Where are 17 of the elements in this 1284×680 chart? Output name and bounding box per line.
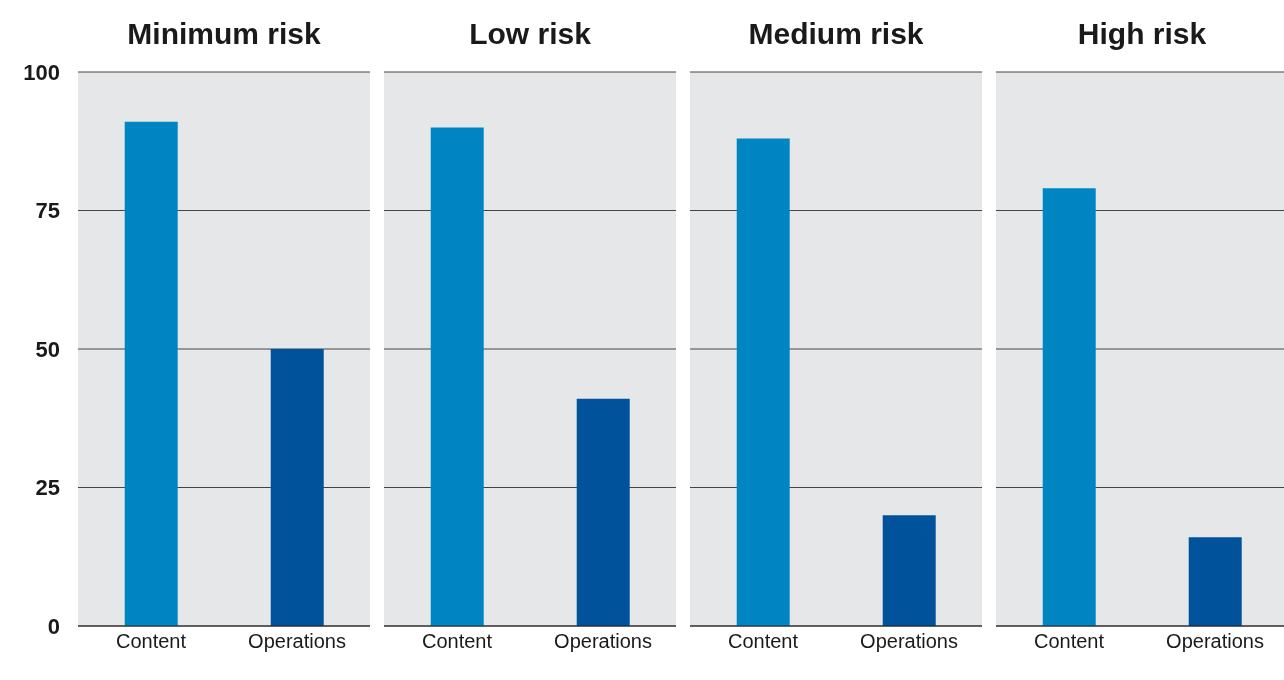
x-tick-label: Operations bbox=[554, 630, 652, 653]
chart-title: Minimum risk bbox=[126, 16, 322, 52]
y-tick-label: 100 bbox=[23, 59, 60, 85]
y-tick-label: 75 bbox=[35, 198, 60, 224]
y-tick-label: 25 bbox=[35, 475, 60, 501]
x-tick-label: Operations bbox=[860, 630, 958, 653]
chart-title: High risk bbox=[1076, 16, 1208, 52]
chart-title: Medium risk bbox=[747, 16, 925, 52]
y-tick-label: 50 bbox=[35, 336, 60, 362]
x-tick-label: Content bbox=[115, 630, 187, 653]
x-tick-label: Content bbox=[421, 630, 493, 653]
x-tick-label: Content bbox=[727, 630, 799, 653]
x-tick-label: Operations bbox=[1166, 630, 1264, 653]
chart-title: Low risk bbox=[468, 16, 592, 52]
x-tick-label: Content bbox=[1033, 630, 1105, 653]
x-tick-label: Operations bbox=[248, 630, 346, 653]
y-tick-label: 0 bbox=[47, 613, 60, 639]
